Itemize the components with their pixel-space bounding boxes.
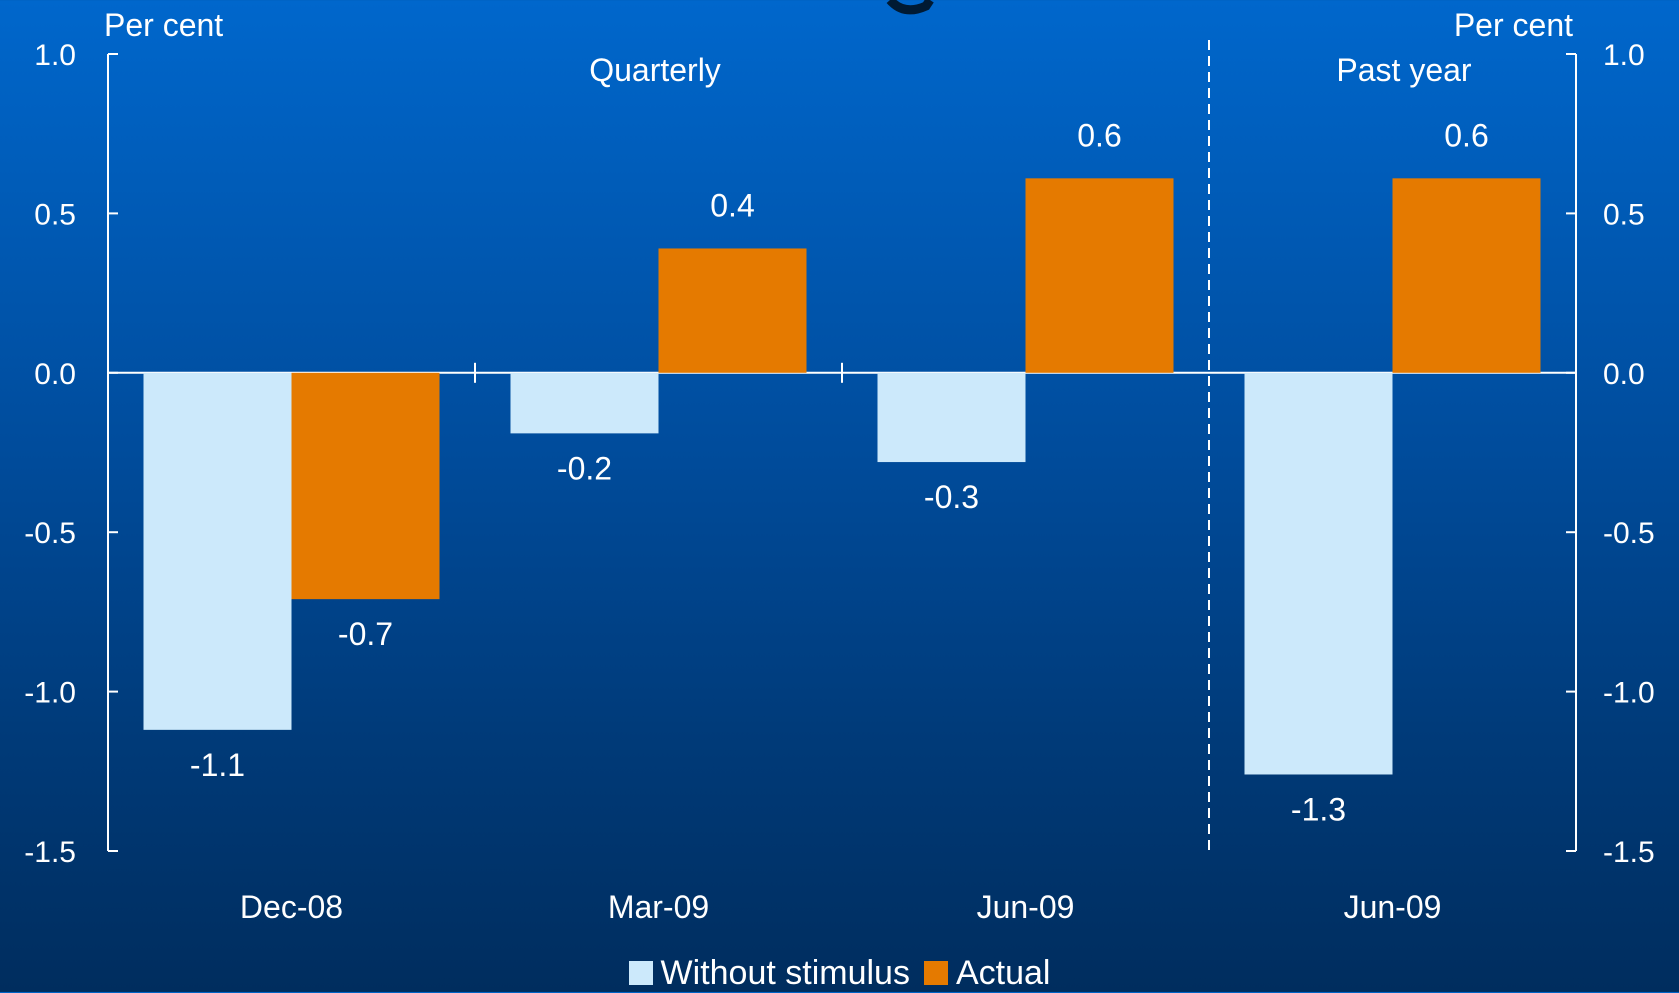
data-labels: -1.1 -0.2 -0.3 -1.3 -0.7 0.4 0.6 0.6: [190, 117, 1489, 827]
x-tick-label: Mar-09: [608, 889, 709, 925]
bar-actual: [658, 248, 807, 373]
x-tick-label: Jun-09: [977, 889, 1075, 925]
x-tick-label: Jun-09: [1344, 889, 1442, 925]
y-tick-label-left: 0.0: [34, 358, 76, 391]
y-tick-label-left: -1.0: [24, 677, 76, 710]
title-fragment: [886, 0, 934, 15]
data-label: 0.4: [710, 187, 754, 223]
y-tick-label-left: -0.5: [24, 517, 76, 550]
y-tick-label-left: 0.5: [34, 198, 76, 231]
y-tick-label-right: 1.0: [1603, 39, 1645, 72]
legend-swatch-without-stimulus: [628, 961, 653, 985]
legend-item-without-stimulus: Without stimulus: [628, 953, 910, 993]
panel-label-past-year: Past year: [1336, 52, 1472, 88]
legend-item-actual: Actual: [923, 953, 1051, 993]
y-tick-label-right: 0.0: [1603, 358, 1645, 391]
x-tick-label: Dec-08: [240, 889, 343, 925]
bars: [143, 178, 1541, 775]
data-label: 0.6: [1077, 117, 1121, 153]
data-label: 0.6: [1444, 117, 1488, 153]
y-tick-label-left: -1.5: [24, 836, 76, 869]
data-label: -0.2: [557, 450, 612, 486]
y-tick-label-left: 1.0: [34, 39, 76, 72]
legend: Without stimulus Actual: [0, 954, 1679, 992]
data-label: -0.3: [924, 479, 979, 515]
left-axis-unit-label: Per cent: [104, 7, 223, 43]
y-tick-label-right: 0.5: [1603, 198, 1645, 231]
legend-label-without-stimulus: Without stimulus: [660, 953, 910, 992]
y-tick-label-right: -1.5: [1603, 836, 1655, 869]
y-tick-label-right: -0.5: [1603, 517, 1655, 550]
data-label: -0.7: [338, 616, 393, 652]
bar-actual: [1025, 178, 1174, 373]
data-label: -1.1: [190, 747, 245, 783]
bar-actual: [291, 372, 440, 600]
bar-without-stimulus: [1244, 372, 1393, 775]
data-label: -1.3: [1291, 791, 1346, 827]
bar-without-stimulus: [510, 372, 659, 434]
panel-label-quarterly: Quarterly: [589, 52, 721, 88]
axes: 1.0 1.0 0.5 0.5 0.0 0.0 -0.5 -0.5 -1.0 -1.0 -1.5 -1…: [24, 39, 1654, 925]
legend-swatch-actual: [923, 961, 948, 985]
bar-without-stimulus: [877, 372, 1026, 463]
bar-actual: [1392, 178, 1541, 373]
legend-label-actual: Actual: [955, 953, 1051, 992]
right-axis-unit-label: Per cent: [1454, 7, 1573, 43]
bar-without-stimulus: [143, 372, 292, 730]
y-tick-label-right: -1.0: [1603, 677, 1655, 710]
